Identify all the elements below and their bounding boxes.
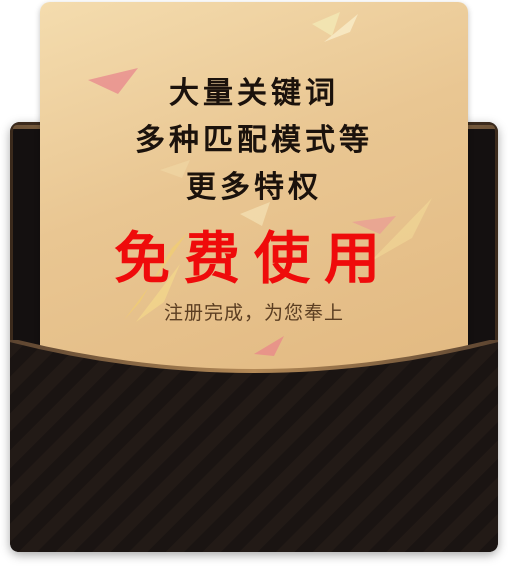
confetti-decoration — [88, 12, 432, 356]
headline-line-1: 大量关键词 — [169, 76, 339, 111]
free-use-cta[interactable]: 免费使用 — [114, 226, 394, 292]
headline-line-3: 更多特权 — [186, 170, 322, 205]
register-subtitle: 注册完成，为您奉上 — [163, 302, 344, 324]
promo-card[interactable]: 大量关键词 多种匹配模式等 更多特权 免费使用 注册完成，为您奉上 — [40, 2, 468, 378]
headline-line-2: 多种匹配模式等 — [135, 123, 373, 158]
envelope-front — [10, 340, 498, 552]
